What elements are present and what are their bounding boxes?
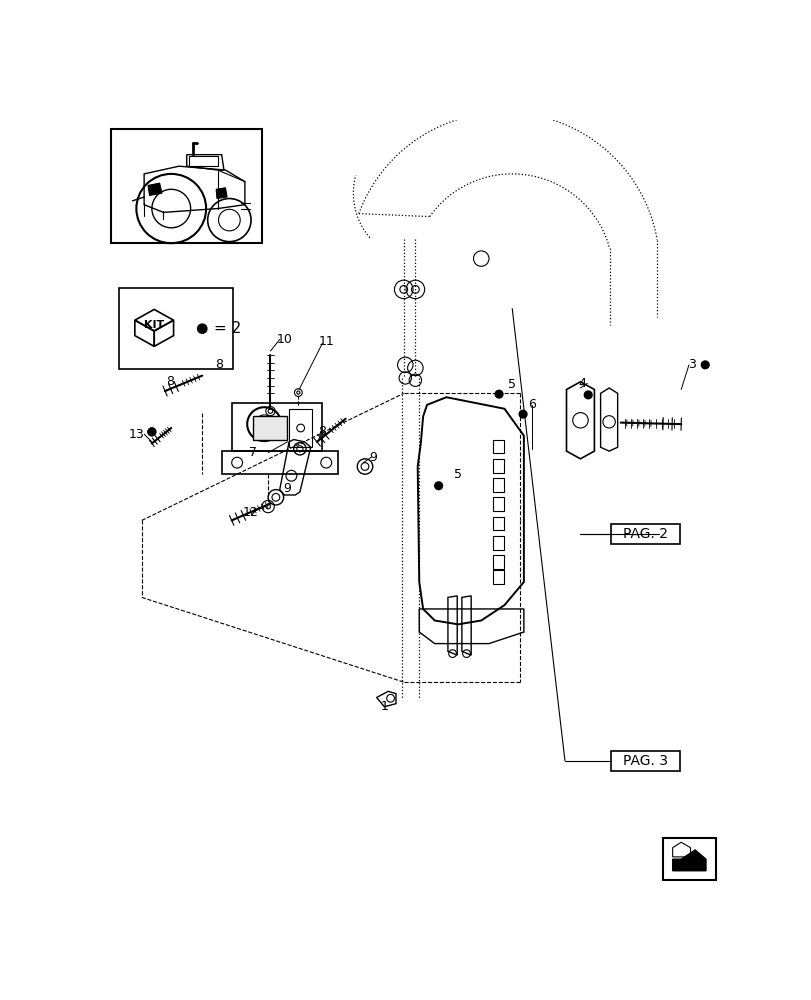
Polygon shape bbox=[148, 183, 161, 195]
Polygon shape bbox=[672, 850, 705, 871]
Circle shape bbox=[518, 410, 526, 418]
Circle shape bbox=[434, 482, 442, 490]
Text: PAG. 2: PAG. 2 bbox=[622, 527, 667, 541]
Text: 5: 5 bbox=[453, 468, 461, 481]
Circle shape bbox=[584, 391, 591, 399]
Circle shape bbox=[148, 428, 156, 436]
Text: 3: 3 bbox=[687, 358, 695, 371]
Text: 9: 9 bbox=[283, 482, 291, 495]
Text: KIT: KIT bbox=[144, 320, 164, 330]
Text: 6: 6 bbox=[527, 398, 535, 411]
Text: 13: 13 bbox=[128, 428, 144, 441]
Text: 11: 11 bbox=[318, 335, 333, 348]
Circle shape bbox=[197, 324, 207, 333]
Text: 7: 7 bbox=[248, 446, 256, 459]
Bar bbox=[110, 129, 262, 243]
Text: = 2: = 2 bbox=[213, 321, 241, 336]
FancyBboxPatch shape bbox=[611, 751, 679, 771]
Circle shape bbox=[701, 361, 708, 369]
FancyBboxPatch shape bbox=[611, 524, 679, 544]
Circle shape bbox=[148, 428, 156, 436]
Circle shape bbox=[495, 390, 502, 398]
Text: 8: 8 bbox=[318, 425, 326, 438]
Text: 5: 5 bbox=[508, 378, 516, 391]
Polygon shape bbox=[252, 416, 287, 440]
Text: 10: 10 bbox=[276, 333, 292, 346]
Text: 12: 12 bbox=[242, 506, 258, 519]
Text: 1: 1 bbox=[380, 700, 388, 713]
Bar bbox=[663, 838, 715, 880]
Text: 4: 4 bbox=[577, 377, 586, 390]
Bar bbox=[118, 288, 233, 369]
Text: 9: 9 bbox=[368, 451, 376, 464]
Text: 8: 8 bbox=[215, 358, 223, 371]
Text: 8: 8 bbox=[165, 375, 174, 388]
Polygon shape bbox=[216, 188, 227, 199]
Text: PAG. 3: PAG. 3 bbox=[622, 754, 667, 768]
